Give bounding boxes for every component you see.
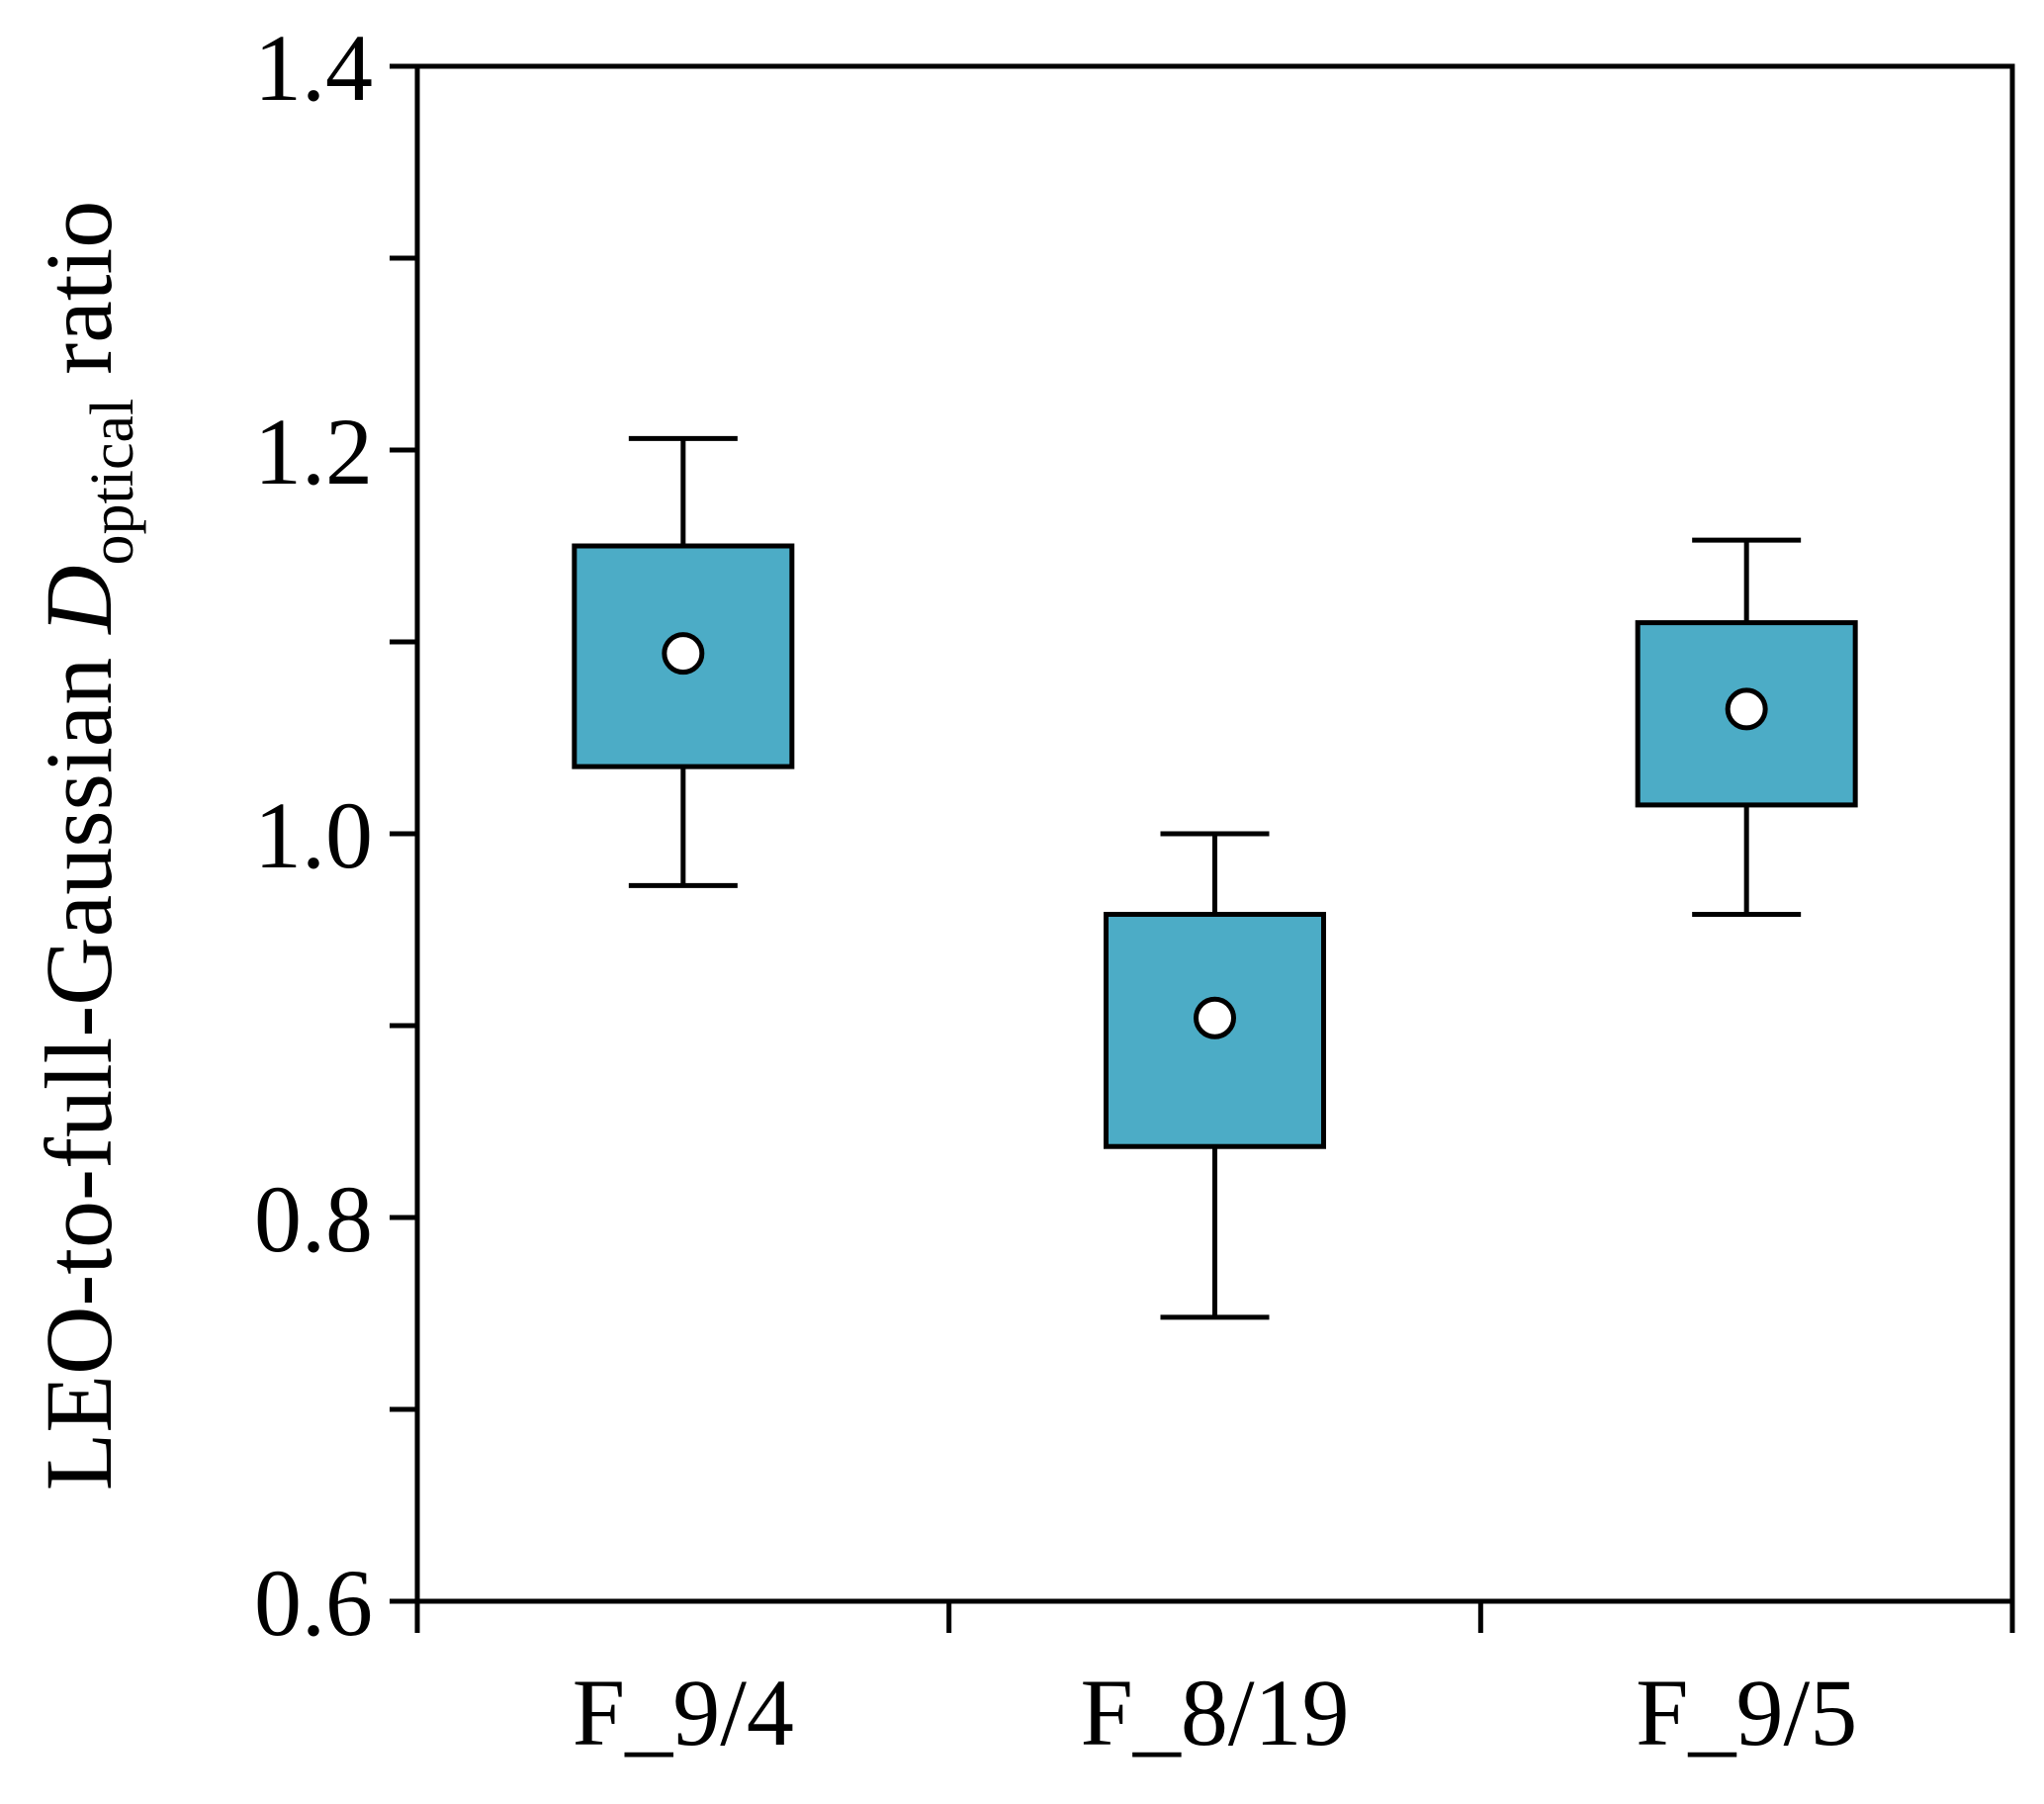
x-tick-label: F_9/4 <box>573 1660 794 1765</box>
mean-marker <box>1725 687 1768 731</box>
y-axis: 0.6 0.8 1.0 1.2 1.4 <box>254 15 417 1656</box>
x-axis: F_9/4 F_8/19 F_9/5 <box>414 1601 2015 1765</box>
box-F_8/19 <box>1104 831 1326 1320</box>
y-tick-label: 1.0 <box>254 782 373 888</box>
box-F_9/5 <box>1635 537 1858 917</box>
box-series <box>572 435 1858 1320</box>
box-F_9/4 <box>572 435 795 888</box>
y-axis-title-prefix: LEO-to-full-Gaussian <box>26 634 132 1490</box>
y-tick-label: 0.6 <box>254 1550 373 1656</box>
y-tick-label: 1.2 <box>254 399 373 504</box>
y-axis-title-suffix: ratio <box>26 201 132 399</box>
y-tick-label: 1.4 <box>254 15 373 121</box>
x-tick-label: F_8/19 <box>1080 1660 1349 1765</box>
y-axis-title: LEO-to-full-Gaussian Doptical ratio <box>26 201 146 1490</box>
y-axis-title-symbol: D <box>26 565 132 635</box>
y-tick-label: 0.8 <box>254 1166 373 1272</box>
mean-marker <box>1194 996 1236 1039</box>
x-tick-label: F_9/5 <box>1636 1660 1857 1765</box>
y-axis-title-subscript: optical <box>79 399 146 566</box>
mean-marker <box>662 632 705 676</box>
